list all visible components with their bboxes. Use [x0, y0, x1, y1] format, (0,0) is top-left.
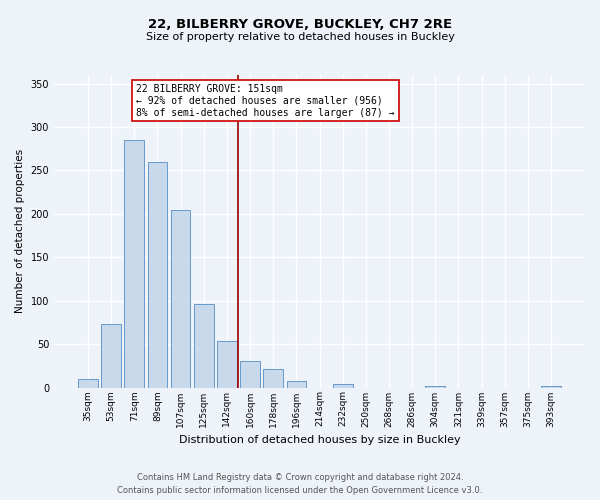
Bar — [263, 370, 283, 388]
Bar — [78, 379, 98, 388]
Y-axis label: Number of detached properties: Number of detached properties — [15, 149, 25, 314]
Bar — [541, 386, 561, 388]
Bar — [101, 324, 121, 388]
Bar — [240, 362, 260, 388]
X-axis label: Distribution of detached houses by size in Buckley: Distribution of detached houses by size … — [179, 435, 460, 445]
Bar — [194, 304, 214, 388]
Bar — [148, 162, 167, 388]
Bar — [171, 210, 190, 388]
Text: 22, BILBERRY GROVE, BUCKLEY, CH7 2RE: 22, BILBERRY GROVE, BUCKLEY, CH7 2RE — [148, 18, 452, 30]
Text: Size of property relative to detached houses in Buckley: Size of property relative to detached ho… — [146, 32, 454, 42]
Bar — [425, 386, 445, 388]
Bar — [287, 382, 306, 388]
Bar — [217, 340, 237, 388]
Text: 22 BILBERRY GROVE: 151sqm
← 92% of detached houses are smaller (956)
8% of semi-: 22 BILBERRY GROVE: 151sqm ← 92% of detac… — [136, 84, 395, 117]
Text: Contains HM Land Registry data © Crown copyright and database right 2024.: Contains HM Land Registry data © Crown c… — [137, 472, 463, 482]
Bar — [124, 140, 144, 388]
Text: Contains public sector information licensed under the Open Government Licence v3: Contains public sector information licen… — [118, 486, 482, 495]
Bar — [333, 384, 353, 388]
